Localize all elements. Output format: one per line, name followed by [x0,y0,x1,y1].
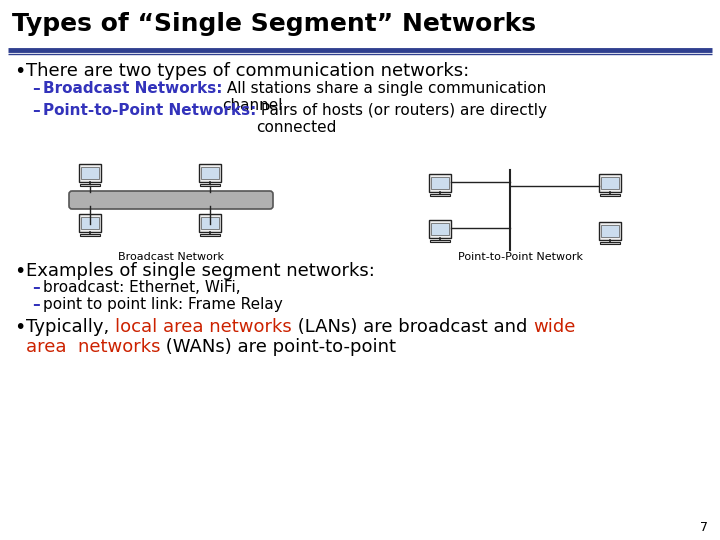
Text: broadcast: Ethernet, WiFi,: broadcast: Ethernet, WiFi, [43,280,240,295]
Bar [200,184,220,186]
Text: Types of “Single Segment” Networks: Types of “Single Segment” Networks [12,12,536,36]
Text: 7: 7 [700,521,708,534]
Bar [79,164,101,182]
Bar [600,242,620,244]
Bar [601,225,619,237]
Text: (WANs) are point-to-point: (WANs) are point-to-point [161,338,397,356]
Text: (LANs) are broadcast and: (LANs) are broadcast and [292,318,533,336]
Text: Broadcast Network: Broadcast Network [118,252,224,262]
Bar [431,223,449,235]
Bar [199,164,221,182]
Bar [429,174,451,192]
Bar [200,234,220,236]
Text: Broadcast Networks:: Broadcast Networks: [43,81,222,96]
Bar [600,194,620,196]
Text: •: • [14,262,25,281]
Text: Examples of single segment networks:: Examples of single segment networks: [26,262,375,280]
Bar [81,217,99,229]
Text: •: • [14,62,25,81]
Text: local area networks: local area networks [115,318,292,336]
Bar [79,214,101,232]
Bar [80,234,100,236]
Text: –: – [32,280,40,295]
FancyBboxPatch shape [69,191,273,209]
Text: Typically,: Typically, [26,318,115,336]
Bar [601,177,619,189]
Text: point to point link: Frame Relay: point to point link: Frame Relay [43,297,283,312]
Text: There are two types of communication networks:: There are two types of communication net… [26,62,469,80]
Text: wide: wide [533,318,575,336]
Text: area  networks: area networks [26,338,161,356]
Text: –: – [32,297,40,312]
Bar [599,222,621,240]
Bar [199,214,221,232]
Bar [431,177,449,189]
Bar [430,240,450,242]
Bar [430,194,450,196]
Text: •: • [14,318,25,337]
Bar [80,184,100,186]
Bar [81,167,99,179]
Bar [429,220,451,238]
Text: All stations share a single communication
channel: All stations share a single communicatio… [222,81,546,113]
Text: –: – [32,81,40,96]
Text: Point-to-Point Network: Point-to-Point Network [457,252,582,262]
Bar [599,174,621,192]
Bar [201,167,219,179]
Bar [201,217,219,229]
Text: Pairs of hosts (or routers) are directly
connected: Pairs of hosts (or routers) are directly… [256,103,547,136]
Text: –: – [32,103,40,118]
Text: Point-to-Point Networks:: Point-to-Point Networks: [43,103,256,118]
